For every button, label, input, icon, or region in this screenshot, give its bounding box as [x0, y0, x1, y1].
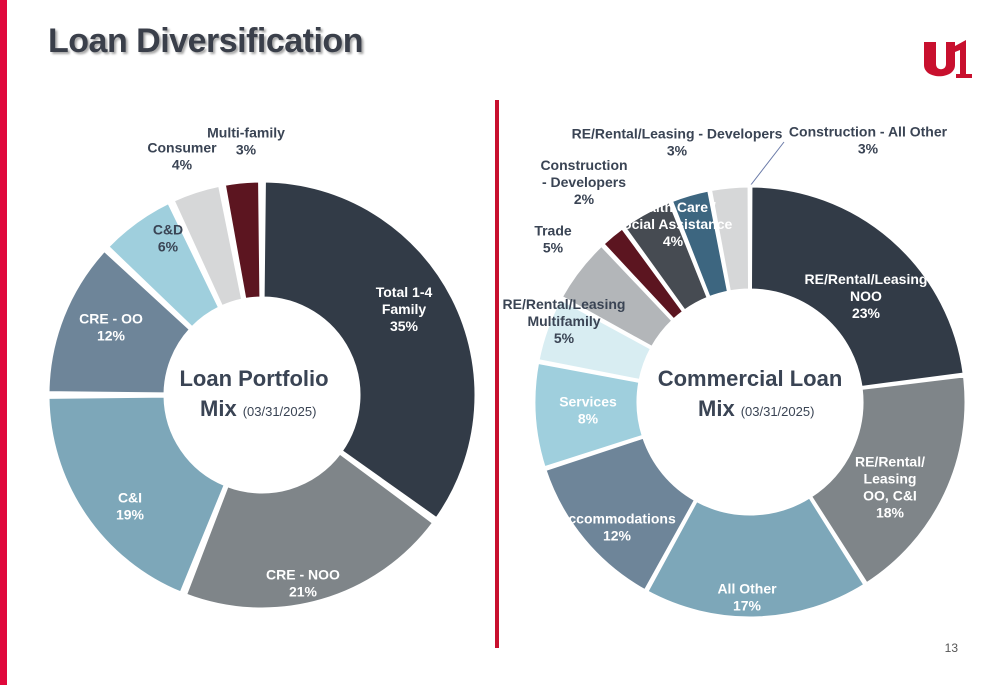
commercial-loan-center-title-mix: Mix (03/31/2025) [698, 396, 814, 421]
label-consumer: Consumer 4% [147, 140, 217, 173]
label-re-rental-leasing-developers: RE/Rental/Leasing - Developers 3% [572, 126, 783, 159]
slice-consumer [171, 183, 245, 309]
label-value: 12% [603, 528, 632, 544]
label-value: 35% [390, 318, 419, 334]
label-services: Services 8% [559, 394, 617, 427]
label-value: 17% [733, 598, 762, 614]
company-logo: u1 [924, 40, 972, 78]
label-line: Services [559, 394, 617, 410]
label-value: 12% [97, 328, 126, 344]
label-line: CRE - OO [79, 311, 143, 327]
slice-total-1-4-family [261, 179, 478, 521]
label-line: Construction - All Other [789, 124, 948, 140]
slice-multi-family [222, 179, 263, 302]
loan-portfolio-mix-chart: Total 1-4 Family 35% CRE - NOO 21% C&I 19% CRE … [46, 125, 478, 611]
label-trade: Trade 5% [534, 223, 572, 256]
accent-bar [0, 0, 7, 685]
label-multi-family: Multi-family 3% [207, 125, 285, 158]
label-line: NOO [850, 288, 882, 304]
commercial-loan-arcs [532, 184, 968, 620]
label-re-rental-leasing-multifamily: RE/Rental/Leasing Multifamily 5% [503, 296, 626, 346]
commercial-loan-date: (03/31/2025) [741, 404, 815, 419]
label-value: 6% [158, 239, 179, 255]
logo-one-shape [955, 40, 972, 78]
label-construction-all-other: Construction - All Other 3% [789, 124, 948, 157]
label-cre-oo: CRE - OO 12% [79, 311, 143, 344]
loan-portfolio-mix-word: Mix [200, 396, 237, 421]
commercial-loan-labels: RE/Rental/Leasing NOO 23%RE/Rental/Leasing… [503, 124, 948, 614]
label-value: 4% [663, 233, 684, 249]
slice-candi [46, 394, 228, 596]
label-line: CRE - NOO [266, 567, 340, 583]
slice-re-rental-leasing-oo-candi [808, 374, 968, 586]
label-line: C&D [153, 222, 183, 238]
label-value: 4% [172, 157, 193, 173]
label-line: Accommodations [558, 511, 676, 527]
slice-cre-noo [183, 450, 436, 611]
label-re-rental-leasing-noo: RE/Rental/Leasing NOO 23% [805, 271, 928, 321]
label-all-other: All Other 17% [717, 581, 777, 614]
label-candi: C&I 19% [116, 490, 145, 523]
label-value: 3% [236, 142, 257, 158]
page-number: 13 [944, 641, 958, 655]
label-line: Trade [534, 223, 572, 239]
label-line: Social Assistance [614, 216, 733, 232]
label-candd: C&D 6% [153, 222, 183, 255]
label-line: RE/Rental/Leasing [503, 296, 626, 312]
label-value: 5% [554, 330, 575, 346]
label-re-rental-leasing-oo-candi: RE/Rental/Leasing OO, C&I 18% [855, 454, 925, 521]
label-line: - Developers [542, 174, 626, 190]
slice-accommodations [542, 435, 698, 593]
label-line: Family [382, 301, 427, 317]
label-line: Health Care / [630, 199, 716, 215]
label-line: Construction [540, 157, 627, 173]
loan-portfolio-center-title: Loan Portfolio [179, 366, 328, 391]
label-value: 18% [876, 505, 905, 521]
label-total-1-4-family: Total 1-4 Family 35% [376, 284, 433, 334]
slice-re-rental-leasing-noo [748, 184, 966, 390]
label-line: RE/Rental/Leasing [805, 271, 928, 287]
label-value: 19% [116, 507, 145, 523]
label-value: 3% [858, 141, 879, 157]
label-line: RE/Rental/ [855, 454, 925, 470]
label-line: All Other [717, 581, 777, 597]
slice-all-other [644, 494, 868, 620]
label-value: 2% [574, 191, 595, 207]
slice-cre-oo [46, 248, 193, 396]
label-line: Multifamily [527, 313, 600, 329]
label-line: Multi-family [207, 125, 285, 141]
label-value: 21% [289, 584, 318, 600]
label-value: 8% [578, 411, 599, 427]
label-health-care-social-assistance: Health Care / Social Assistance 4% [614, 199, 733, 249]
loan-portfolio-labels: Total 1-4 Family 35% CRE - NOO 21% C&I 19% CRE … [79, 125, 432, 600]
label-line: Consumer [147, 140, 217, 156]
label-line: OO, C&I [863, 488, 917, 504]
slice-trade [559, 243, 676, 350]
label-line: Leasing [864, 471, 917, 487]
label-accommodations: Accommodations 12% [558, 511, 676, 544]
loan-portfolio-center-title-mix: Mix (03/31/2025) [200, 396, 316, 421]
page-title: Loan Diversification [48, 22, 363, 60]
label-construction-developers: Construction - Developers 2% [540, 157, 627, 207]
commercial-loan-mix-word: Mix [698, 396, 735, 421]
commercial-loan-center-title: Commercial Loan [658, 366, 843, 391]
slice-construction-all-other [708, 184, 752, 294]
label-value: 3% [667, 143, 688, 159]
slice-re-rental-leasing-multifamily [536, 296, 654, 383]
chart-divider [495, 100, 499, 648]
label-value: 5% [543, 240, 564, 256]
label-line: Total 1-4 [376, 284, 433, 300]
slice-services [532, 360, 646, 470]
label-line: C&I [118, 490, 142, 506]
slice-candd [105, 200, 222, 330]
logo-u-shape [924, 42, 955, 77]
label-value: 23% [852, 305, 881, 321]
label-cre-noo: CRE - NOO 21% [266, 567, 340, 600]
label-line: RE/Rental/Leasing - Developers [572, 126, 783, 142]
loan-portfolio-date: (03/31/2025) [243, 404, 317, 419]
loan-portfolio-arcs [46, 179, 478, 611]
